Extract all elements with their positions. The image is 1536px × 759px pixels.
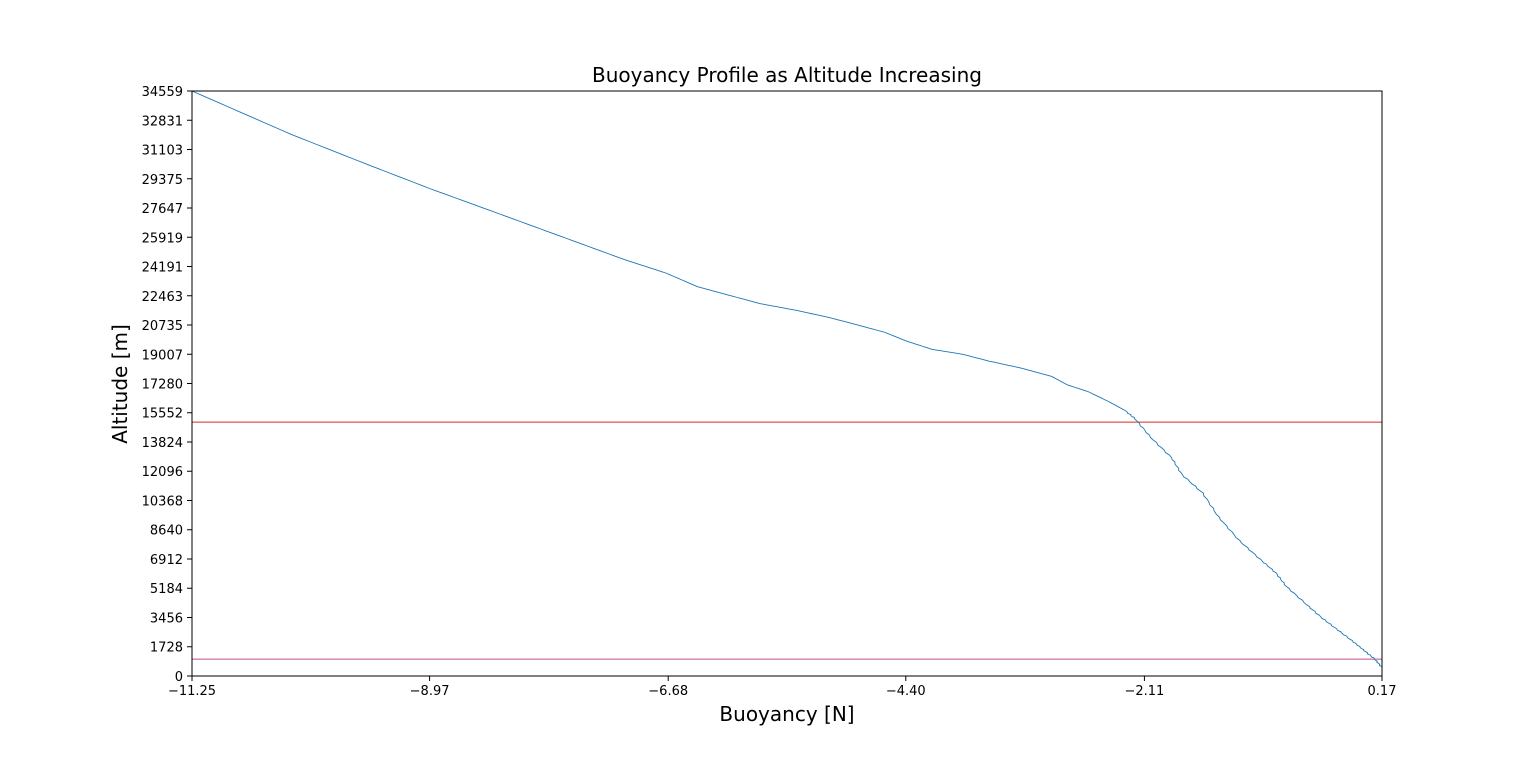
series-line-0 [191, 90, 1383, 668]
x-tick-label: −2.11 [1124, 684, 1164, 699]
y-tick-label: 17280 [142, 377, 183, 392]
x-tick-label: −8.97 [410, 684, 450, 699]
y-tick-label: 13824 [142, 436, 183, 451]
x-tick-label: −4.40 [886, 684, 926, 699]
y-tick-label: 12096 [142, 465, 183, 480]
plot-frame [191, 90, 1383, 677]
y-tick-label: 24191 [142, 261, 183, 276]
y-tick-label: 31103 [142, 144, 183, 159]
y-tick-label: 34559 [142, 85, 183, 100]
y-tick-label: 1728 [150, 641, 183, 656]
data-series [191, 90, 1383, 668]
x-tick-label: 0.17 [1368, 684, 1397, 699]
y-tick-label: 15552 [142, 407, 183, 422]
y-tick-label: 22463 [142, 290, 183, 305]
y-tick-label: 19007 [142, 348, 183, 363]
y-tick-label: 6912 [150, 553, 183, 568]
chart-title: Buoyancy Profile as Altitude Increasing [592, 63, 982, 87]
y-tick-label: 29375 [142, 173, 183, 188]
x-axis-ticks: −11.25 −8.97 −6.68 −4.40 −2.11 0.17 [168, 676, 1397, 699]
y-tick-label: 20735 [142, 319, 183, 334]
y-axis-title: Altitude [m] [108, 324, 132, 444]
y-axis-ticks: 0 1728 3456 5184 6912 8640 10368 12096 13824 1555… [142, 85, 192, 685]
y-tick-label: 10368 [142, 494, 183, 509]
y-tick-label: 3456 [150, 611, 183, 626]
y-tick-label: 8640 [150, 524, 183, 539]
y-tick-label: 32831 [142, 114, 183, 129]
y-tick-label: 25919 [142, 231, 183, 246]
y-tick-label: 0 [175, 670, 183, 685]
reference-lines [192, 421, 1382, 660]
y-tick-label: 5184 [150, 582, 183, 597]
x-tick-label: −6.68 [648, 684, 688, 699]
x-tick-label: −11.25 [168, 684, 216, 699]
x-axis-title: Buoyancy [N] [719, 702, 854, 726]
y-tick-label: 27647 [142, 202, 183, 217]
